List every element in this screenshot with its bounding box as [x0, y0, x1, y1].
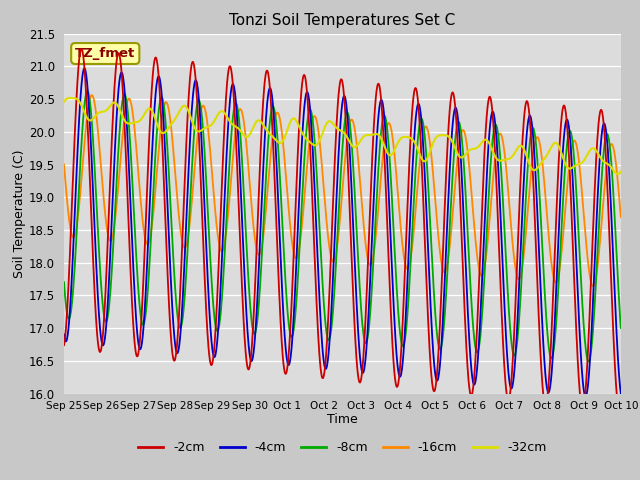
X-axis label: Time: Time	[327, 413, 358, 426]
Y-axis label: Soil Temperature (C): Soil Temperature (C)	[13, 149, 26, 278]
Title: Tonzi Soil Temperatures Set C: Tonzi Soil Temperatures Set C	[229, 13, 456, 28]
Text: TZ_fmet: TZ_fmet	[75, 47, 136, 60]
Legend: -2cm, -4cm, -8cm, -16cm, -32cm: -2cm, -4cm, -8cm, -16cm, -32cm	[133, 436, 552, 459]
